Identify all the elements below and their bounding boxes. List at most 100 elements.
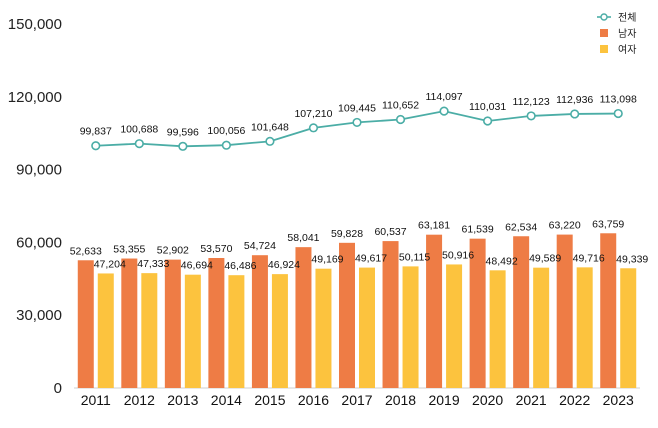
point-total [526, 111, 536, 121]
bar-label-female: 50,115 [399, 251, 430, 263]
line-label-total: 110,652 [382, 99, 419, 111]
point-total [221, 140, 231, 150]
bar-label-female: 47,204 [94, 258, 126, 270]
bar-male [426, 234, 443, 388]
x-tick-label: 2019 [428, 392, 459, 408]
x-tick-label: 2020 [472, 392, 503, 408]
bar-female [97, 273, 114, 388]
bar-label-female: 47,333 [137, 258, 169, 270]
bar-female [620, 268, 637, 388]
legend-swatch-male [600, 29, 608, 37]
x-tick-label: 2015 [254, 392, 285, 408]
bar-label-male: 62,534 [505, 221, 537, 233]
x-tick-label: 2023 [603, 392, 634, 408]
bar-male [77, 260, 94, 388]
legend-label-female: 여자 [618, 44, 636, 56]
bar-male [556, 234, 573, 388]
x-tick-label: 2022 [559, 392, 590, 408]
bar-label-female: 50,916 [442, 249, 474, 261]
bar-female [402, 266, 419, 388]
y-tick-label: 30,000 [16, 307, 62, 324]
point-total [134, 139, 144, 149]
bar-male [469, 238, 486, 388]
point-total [613, 108, 623, 119]
y-tick-label: 150,000 [8, 16, 62, 33]
line-label-total: 112,123 [513, 96, 550, 108]
line-label-total: 100,056 [207, 125, 245, 137]
line-label-total: 101,648 [251, 121, 289, 133]
line-label-total: 113,098 [600, 94, 637, 106]
x-tick-label: 2018 [385, 392, 416, 408]
bar-male [513, 236, 530, 388]
line-label-total: 114,097 [425, 91, 462, 103]
legend-marker-total [600, 13, 608, 21]
bar-label-female: 46,694 [181, 260, 213, 272]
bar-female [359, 267, 375, 388]
bar-female [489, 270, 506, 388]
bar-label-female: 48,492 [486, 255, 518, 267]
bar-male [600, 233, 617, 388]
point-total [265, 136, 275, 146]
bar-male [295, 247, 312, 388]
bar-female [315, 268, 332, 388]
point-total [395, 114, 406, 125]
bar-label-male: 61,539 [462, 224, 494, 236]
bar-male [339, 242, 355, 388]
bar-female [271, 274, 288, 388]
bar-female [446, 264, 463, 388]
bar-female [184, 274, 201, 388]
y-tick-label: 90,000 [16, 162, 62, 179]
x-tick-label: 2021 [516, 392, 547, 408]
bar-label-female: 49,589 [529, 253, 561, 265]
bar-female [141, 273, 158, 388]
bar-label-male: 60,537 [374, 226, 406, 238]
bar-label-female: 49,339 [616, 253, 648, 265]
line-label-total: 100,688 [120, 124, 158, 136]
bar-male [382, 241, 399, 388]
y-tick-label: 60,000 [16, 234, 62, 251]
bar-female [576, 267, 593, 388]
line-label-total: 99,837 [80, 126, 112, 138]
bar-label-male: 63,181 [418, 220, 450, 232]
legend-label-total: 전체 [618, 12, 636, 24]
line-label-total: 112,936 [556, 94, 593, 106]
bar-label-female: 46,486 [224, 260, 256, 272]
bar-label-male: 54,724 [244, 240, 276, 252]
bar-male [121, 258, 138, 388]
bar-male [251, 255, 268, 388]
x-tick-label: 2016 [298, 392, 329, 408]
line-label-total: 109,445 [338, 102, 376, 114]
bar-label-male: 53,355 [113, 244, 145, 256]
x-tick-label: 2013 [167, 392, 198, 408]
bar-label-male: 63,759 [592, 218, 624, 230]
point-total [483, 116, 493, 126]
bar-label-female: 46,924 [268, 259, 300, 271]
y-tick-label: 120,000 [8, 89, 62, 106]
x-tick-label: 2011 [81, 392, 111, 408]
bar-label-male: 53,570 [200, 243, 232, 255]
bar-male [164, 259, 181, 388]
x-tick-label: 2012 [124, 392, 155, 408]
bar-female [533, 267, 550, 388]
bar-label-female: 49,617 [355, 253, 387, 265]
bar-label-female: 49,716 [573, 252, 605, 264]
point-total [352, 117, 362, 128]
bar-label-female: 49,169 [311, 254, 343, 266]
bar-male [208, 258, 225, 388]
point-total [308, 123, 319, 133]
bar-female [228, 275, 245, 388]
x-tick-label: 2014 [211, 392, 242, 408]
line-label-total: 99,596 [167, 126, 199, 138]
bar-label-male: 59,828 [331, 228, 363, 240]
point-total [439, 106, 449, 116]
legend-swatch-female [600, 45, 608, 53]
y-tick-label: 0 [54, 380, 62, 397]
line-label-total: 107,210 [294, 108, 332, 120]
point-total [91, 141, 101, 151]
bar-label-male: 58,041 [287, 232, 319, 244]
bar-label-male: 63,220 [549, 220, 581, 232]
point-total [570, 109, 580, 119]
bar-label-male: 52,633 [70, 245, 102, 257]
